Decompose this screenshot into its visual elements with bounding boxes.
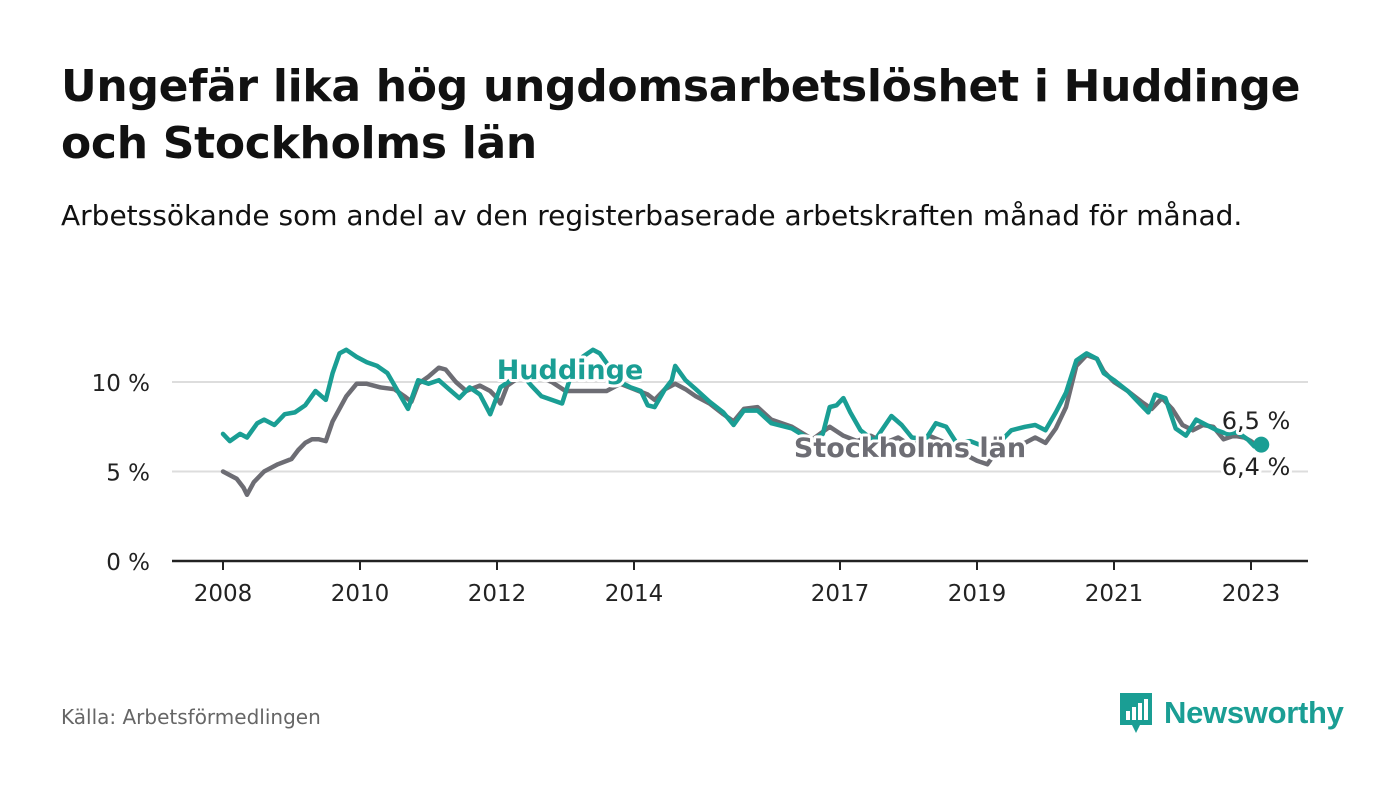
y-tick-label: 0 % [106,550,150,576]
source-note: Källa: Arbetsförmedlingen [61,705,321,729]
y-tick-label: 5 % [106,461,150,487]
end-label-huddinge-halo: 6,5 % [1222,407,1291,435]
end-label-huddinge: 6,5 % [1222,407,1291,435]
series-line-stockholms-lan [220,352,1261,498]
line-chart: 0 %5 %10 % 2008 2010 2012 2014 2017 2019 2021 2… [92,347,1308,607]
series-label-huddinge-halo: Huddinge [497,355,644,386]
series-lines [220,347,1270,498]
newsworthy-brand: Newsworthy [1164,695,1344,730]
x-tick-label: 2014 [605,581,664,607]
x-tick-label: 2019 [948,581,1007,607]
grid-lines [172,381,1308,473]
x-tick-label: 2021 [1085,581,1144,607]
end-label-stockholms-lan-halo: 6,4 % [1222,453,1291,481]
x-axis: 2008 2010 2012 2014 2017 2019 2021 2023 [172,559,1308,607]
y-axis: 0 % 5 % 10 % [92,371,150,576]
chart-title: Ungefär lika hög ungdomsarbetslöshet i H… [61,61,1301,169]
x-tick-label: 2010 [331,581,390,607]
series-label-stockholms-lan-halo: Stockholms län [794,433,1026,464]
x-tick-label: 2017 [811,581,870,607]
series-line-huddinge [220,347,1264,449]
y-tick-label: 10 % [92,371,150,397]
series-label-huddinge: Huddinge [497,355,644,386]
newsworthy-logo[interactable]: Newsworthy [1118,690,1344,736]
x-tick-label: 2008 [194,581,253,607]
end-label-stockholms-lan: 6,4 % [1222,453,1291,481]
newsworthy-logo-icon [1120,693,1152,733]
end-point-huddinge [1253,436,1270,453]
x-tick-label: 2023 [1222,581,1281,607]
chart-subtitle: Arbetssökande som andel av den registerb… [61,199,1243,232]
x-tick-label: 2012 [468,581,527,607]
series-label-stockholms-lan: Stockholms län [794,433,1026,464]
